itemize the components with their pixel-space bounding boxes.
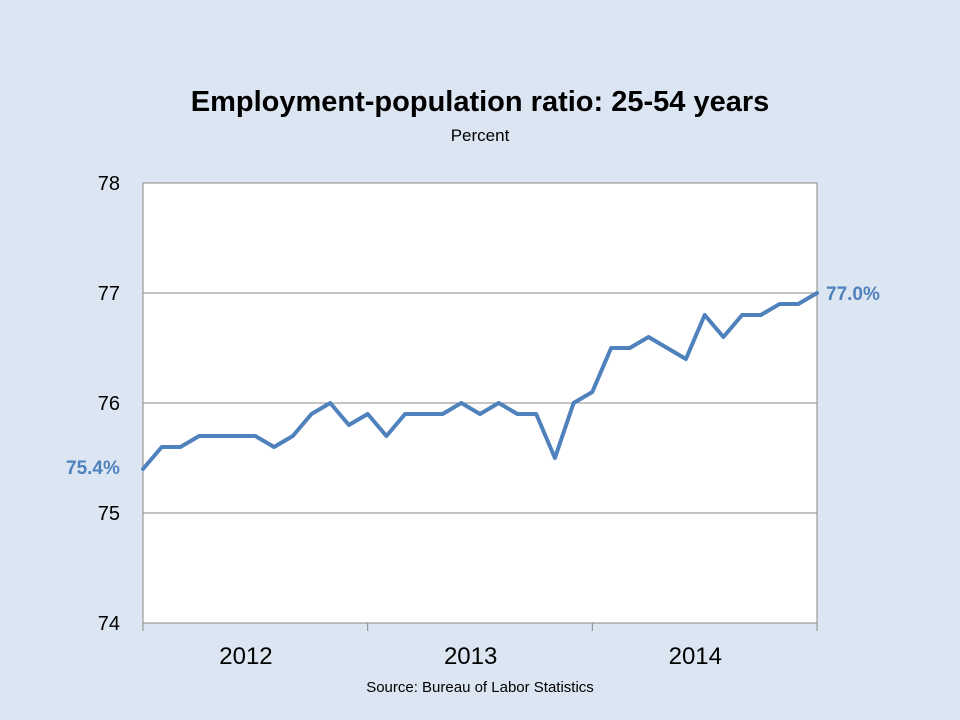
x-tick-label: 2012 <box>219 643 272 670</box>
y-tick-label: 78 <box>98 173 120 195</box>
series-line <box>141 291 819 471</box>
y-axis: 74 75 76 77 78 <box>98 173 120 635</box>
gridlines <box>143 292 817 514</box>
chart-subtitle: Percent <box>450 126 510 145</box>
x-axis: 2012 2013 2014 <box>142 623 818 670</box>
y-tick-label: 77 <box>98 283 120 305</box>
y-tick-label: 74 <box>98 613 120 635</box>
y-tick-label: 76 <box>98 393 120 415</box>
x-tick-label: 2013 <box>444 643 497 670</box>
chart-title: Employment-population ratio: 25-54 years <box>190 86 770 118</box>
y-tick-label: 75 <box>98 503 120 525</box>
start-value-label: 75.4% <box>66 458 120 479</box>
x-tick-label: 2014 <box>669 643 722 670</box>
chart-source: Source: Bureau of Labor Statistics <box>366 679 594 696</box>
end-value-label: 77.0% <box>826 284 880 305</box>
